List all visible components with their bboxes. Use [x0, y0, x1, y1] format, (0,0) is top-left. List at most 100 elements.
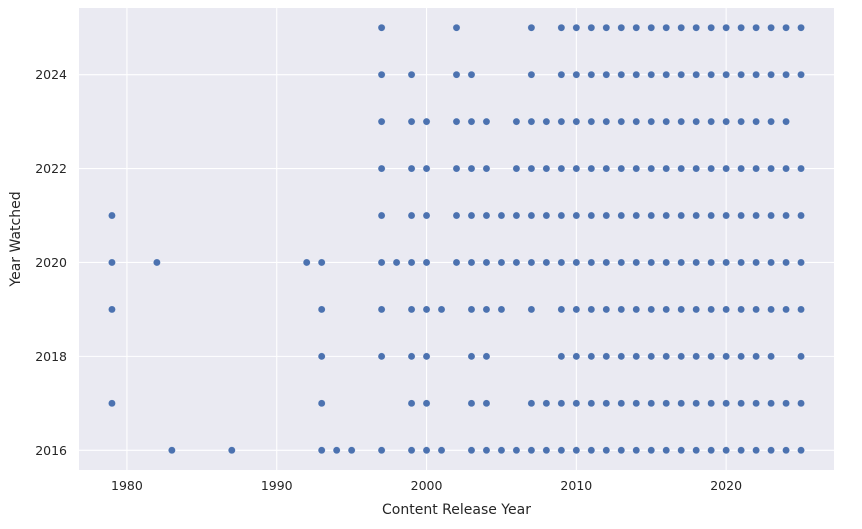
scatter-point [707, 23, 715, 32]
scatter-point [572, 399, 581, 408]
scatter-point [752, 164, 760, 173]
scatter-point [767, 23, 775, 32]
scatter-point [557, 164, 566, 173]
scatter-point [572, 258, 581, 267]
y-tick-label: 2018 [35, 349, 67, 364]
scatter-point [632, 446, 641, 455]
scatter-point [527, 70, 536, 79]
scatter-point [542, 258, 551, 267]
scatter-point [437, 305, 446, 314]
scatter-point [707, 117, 715, 126]
x-axis-label: Content Release Year [382, 502, 531, 518]
scatter-point [497, 305, 506, 314]
scatter-point [542, 211, 551, 220]
scatter-point [572, 23, 581, 32]
scatter-point [767, 258, 775, 267]
scatter-point [527, 211, 536, 220]
scatter-point [737, 164, 745, 173]
scatter-point [737, 352, 745, 361]
scatter-point [782, 399, 790, 408]
scatter-point [422, 305, 431, 314]
scatter-point [317, 446, 326, 455]
scatter-point [692, 211, 700, 220]
scatter-point [647, 305, 655, 314]
scatter-point [527, 446, 536, 455]
scatter-point [422, 211, 431, 220]
scatter-point [228, 446, 236, 455]
scatter-point [647, 70, 655, 79]
scatter-point [692, 23, 700, 32]
scatter-point [587, 352, 596, 361]
scatter-point [587, 258, 596, 267]
scatter-point [542, 117, 551, 126]
scatter-point [677, 211, 685, 220]
scatter-point [572, 446, 581, 455]
scatter-point [602, 305, 611, 314]
scatter-point [767, 305, 775, 314]
scatter-point [422, 446, 431, 455]
scatter-point [722, 446, 730, 455]
scatter-point [108, 305, 116, 314]
scatter-point [557, 305, 566, 314]
scatter-point [467, 399, 476, 408]
data-points [108, 23, 805, 455]
scatter-point [692, 258, 700, 267]
scatter-point [752, 211, 760, 220]
scatter-point [677, 352, 685, 361]
y-axis-ticks: 2016 2018 2020 2022 2024 [35, 67, 67, 458]
scatter-point [572, 305, 581, 314]
y-tick-label: 2024 [35, 67, 67, 82]
scatter-point [752, 117, 760, 126]
scatter-point [632, 117, 641, 126]
scatter-point [722, 305, 730, 314]
scatter-point [467, 258, 476, 267]
scatter-point [677, 23, 685, 32]
scatter-point [557, 70, 566, 79]
scatter-point [797, 70, 805, 79]
scatter-point [797, 164, 805, 173]
scatter-point [602, 352, 611, 361]
scatter-point [692, 446, 700, 455]
scatter-point [782, 23, 790, 32]
scatter-point [407, 258, 416, 267]
scatter-point [482, 117, 491, 126]
scatter-point [452, 23, 461, 32]
scatter-point [467, 164, 476, 173]
scatter-point [108, 211, 116, 220]
scatter-point [512, 446, 521, 455]
scatter-point [407, 352, 416, 361]
scatter-point [557, 117, 566, 126]
scatter-point [452, 164, 461, 173]
scatter-point [467, 211, 476, 220]
scatter-point [602, 211, 611, 220]
y-tick-label: 2022 [35, 161, 67, 176]
scatter-point [707, 211, 715, 220]
scatter-point [797, 352, 805, 361]
scatter-point [632, 305, 641, 314]
scatter-point [407, 211, 416, 220]
scatter-point [737, 305, 745, 314]
scatter-point [617, 352, 626, 361]
scatter-point [797, 211, 805, 220]
scatter-point [767, 352, 775, 361]
scatter-point [587, 117, 596, 126]
scatter-point [737, 70, 745, 79]
x-tick-label: 1980 [111, 478, 143, 493]
scatter-point [737, 211, 745, 220]
x-tick-label: 1990 [261, 478, 293, 493]
scatter-point [662, 23, 670, 32]
scatter-point [782, 258, 790, 267]
scatter-point [467, 352, 476, 361]
scatter-point [677, 446, 685, 455]
scatter-point [752, 258, 760, 267]
scatter-point [632, 164, 641, 173]
scatter-point [602, 23, 611, 32]
scatter-point [572, 70, 581, 79]
scatter-point [707, 399, 715, 408]
scatter-point [527, 399, 536, 408]
scatter-point [317, 305, 326, 314]
scatter-point [737, 117, 745, 126]
scatter-point [482, 446, 491, 455]
scatter-point [617, 258, 626, 267]
scatter-point [377, 258, 386, 267]
